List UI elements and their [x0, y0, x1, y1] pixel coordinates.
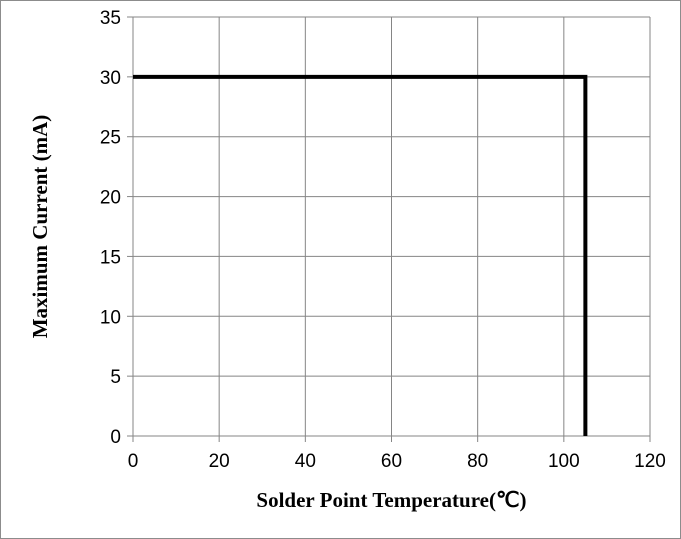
y-tick-label: 5 — [110, 367, 121, 388]
grid — [133, 16, 651, 436]
axes — [127, 16, 651, 442]
y-tick-label: 25 — [100, 128, 121, 149]
x-tick-label: 80 — [467, 451, 488, 472]
x-tick-label: 100 — [548, 451, 580, 472]
y-tick-label: 35 — [100, 8, 121, 29]
x-tick-label: 0 — [128, 451, 139, 472]
y-tick-label: 30 — [100, 68, 121, 89]
y-tick-label: 10 — [100, 307, 121, 328]
series-line — [133, 74, 588, 436]
x-axis-title: Solder Point Temperature(℃) — [256, 488, 526, 512]
x-tick-label: 60 — [381, 451, 402, 472]
x-tick-label: 20 — [209, 451, 230, 472]
y-tick-label: 15 — [100, 247, 121, 268]
tick-labels: 0 5 10 15 20 25 30 35 0 20 40 60 80 100 120 — [100, 8, 666, 472]
x-tick-label: 120 — [634, 451, 666, 472]
y-tick-label: 20 — [100, 188, 121, 209]
y-tick-label: 0 — [110, 427, 121, 448]
series — [133, 74, 588, 436]
x-tick-label: 40 — [295, 451, 316, 472]
y-axis-title: Maximum Current (mA) — [28, 115, 52, 339]
